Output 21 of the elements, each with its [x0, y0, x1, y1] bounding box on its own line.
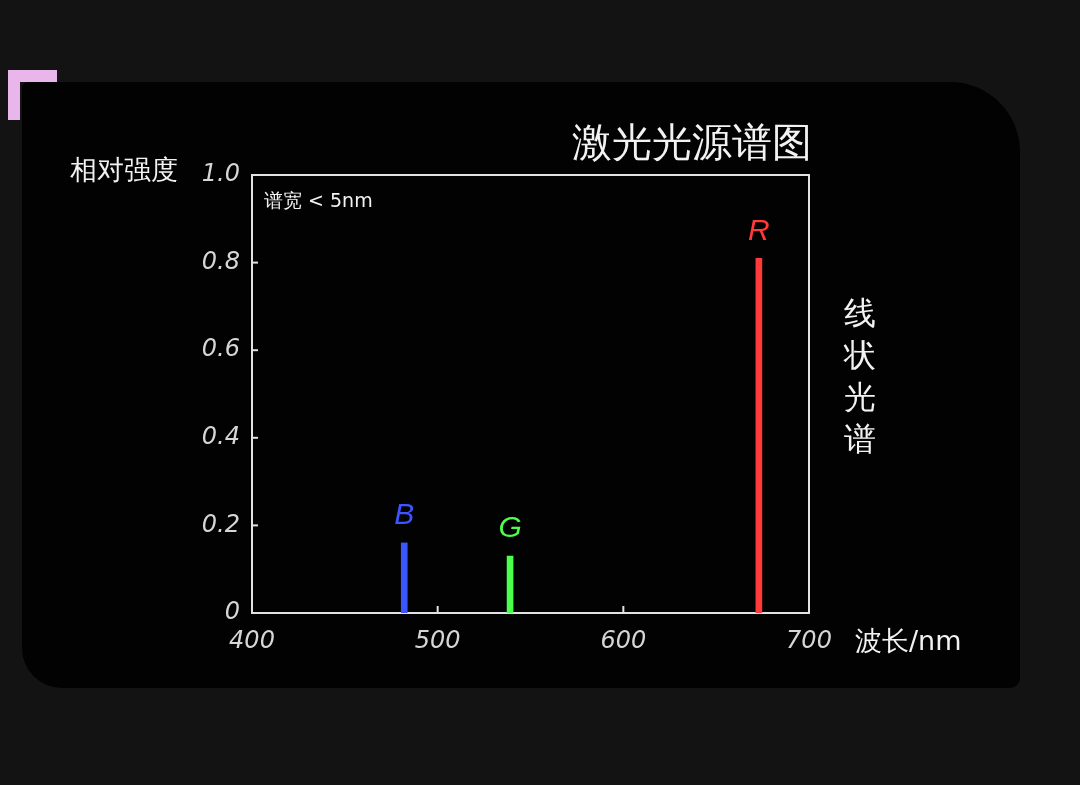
series-label: B [394, 497, 415, 531]
x-axis-title: 波长/nm [855, 624, 962, 658]
y-tick-label: 0.8 [201, 246, 240, 275]
annotation: 谱宽 < 5nm [264, 188, 373, 213]
y-tick-label: 1.0 [201, 159, 240, 188]
bar [506, 555, 514, 613]
y-tick-label: 0.2 [201, 509, 240, 538]
y-tick-label: 0 [224, 597, 240, 626]
bar [400, 542, 408, 613]
y-tick-label: 0.4 [201, 422, 240, 451]
y-axis-title: 相对强度 [70, 153, 178, 187]
bar [755, 257, 763, 613]
x-tick-label: 500 [414, 625, 461, 654]
x-tick-label: 400 [229, 625, 275, 654]
x-tick-label: 600 [600, 625, 647, 654]
x-tick-label: 700 [786, 625, 832, 654]
y-tick-label: 0.6 [201, 334, 240, 363]
text: 线状光谱 [843, 293, 877, 460]
series-label: G [498, 510, 522, 544]
series-label: R [748, 212, 770, 246]
chart-title: 激光光源谱图 [572, 118, 812, 167]
